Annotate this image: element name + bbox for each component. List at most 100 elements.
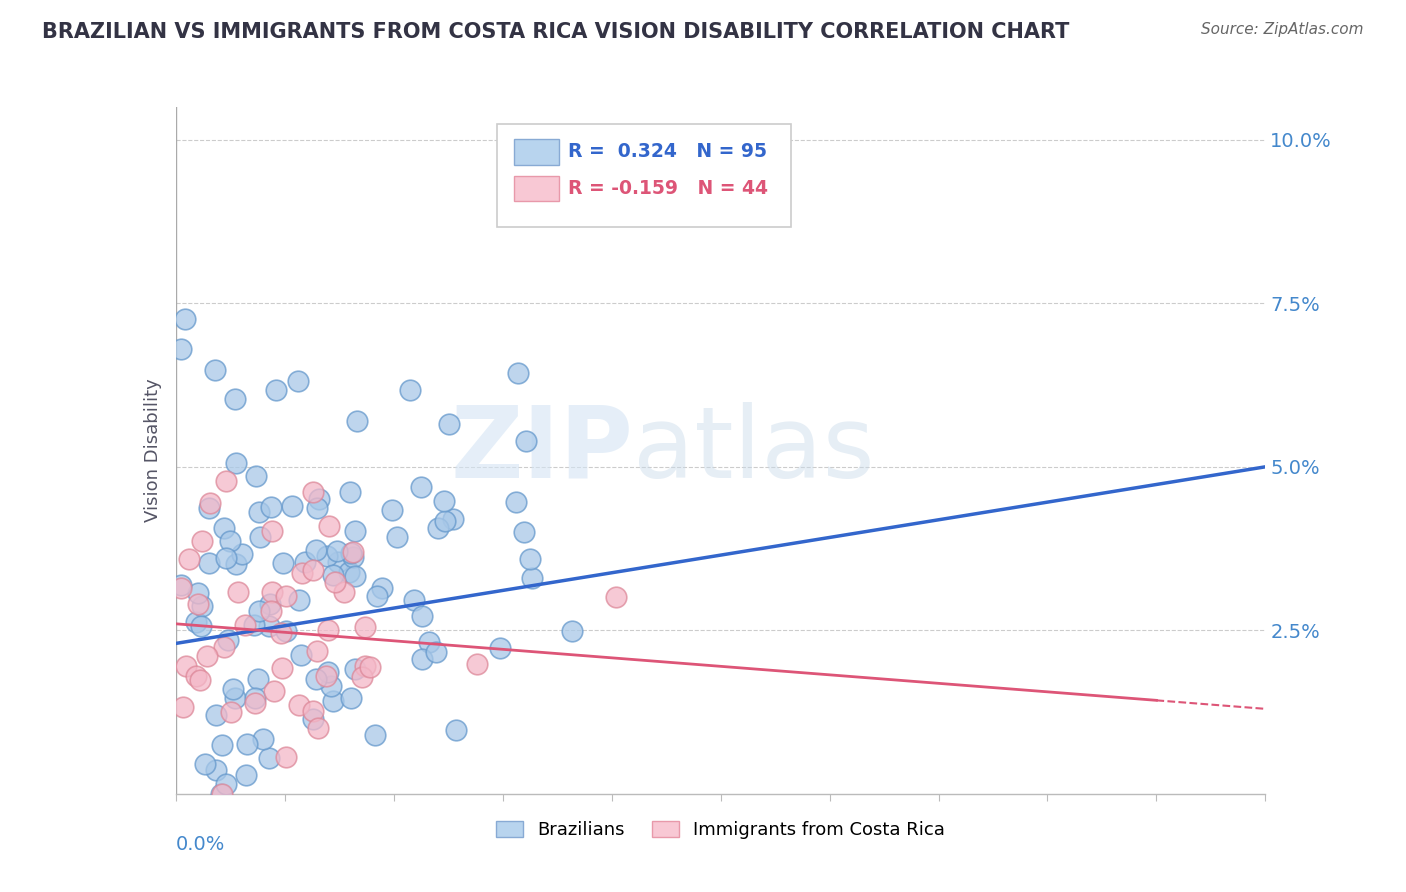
Point bbox=[198, 496, 221, 510]
Point bbox=[274, 624, 297, 639]
Point bbox=[176, 658, 198, 673]
Point bbox=[316, 665, 339, 679]
Point bbox=[252, 731, 274, 746]
Point bbox=[231, 548, 253, 562]
Point bbox=[177, 552, 200, 566]
Point bbox=[344, 662, 367, 676]
Point bbox=[270, 625, 292, 640]
Text: 0.0%: 0.0% bbox=[176, 835, 225, 855]
Point bbox=[522, 571, 544, 585]
Point bbox=[325, 574, 347, 589]
Point bbox=[326, 556, 349, 570]
Point bbox=[366, 590, 388, 604]
Point bbox=[246, 672, 269, 686]
Point bbox=[339, 484, 361, 499]
Point bbox=[489, 640, 512, 655]
Point bbox=[190, 619, 212, 633]
Point bbox=[290, 566, 312, 580]
FancyBboxPatch shape bbox=[513, 139, 560, 165]
Point bbox=[427, 521, 450, 535]
Point bbox=[245, 469, 267, 483]
Point bbox=[187, 597, 209, 611]
Point bbox=[305, 542, 328, 557]
Point bbox=[211, 738, 233, 752]
Point bbox=[354, 620, 377, 634]
Point bbox=[205, 708, 228, 723]
Point bbox=[184, 615, 207, 630]
Point bbox=[513, 525, 536, 540]
Point bbox=[245, 690, 267, 705]
Point bbox=[224, 691, 246, 706]
Point bbox=[326, 544, 349, 558]
Point bbox=[260, 584, 283, 599]
Point bbox=[187, 586, 209, 600]
Point bbox=[221, 705, 243, 719]
Point bbox=[304, 672, 326, 686]
Point bbox=[243, 696, 266, 710]
Point bbox=[288, 593, 311, 607]
Point bbox=[288, 698, 311, 712]
Point bbox=[170, 577, 193, 591]
Point bbox=[315, 549, 337, 564]
Text: R = -0.159   N = 44: R = -0.159 N = 44 bbox=[568, 178, 768, 198]
Point bbox=[170, 581, 193, 595]
Point bbox=[172, 700, 194, 714]
Text: Source: ZipAtlas.com: Source: ZipAtlas.com bbox=[1201, 22, 1364, 37]
Point bbox=[346, 413, 368, 427]
Point bbox=[271, 661, 294, 675]
Point bbox=[359, 660, 381, 674]
Point bbox=[418, 635, 440, 649]
Point bbox=[243, 618, 266, 632]
FancyBboxPatch shape bbox=[513, 176, 560, 201]
Point bbox=[257, 750, 280, 764]
Point bbox=[506, 366, 529, 380]
Point bbox=[344, 524, 367, 539]
Point bbox=[515, 434, 537, 448]
Point bbox=[425, 645, 447, 659]
Point bbox=[271, 557, 294, 571]
Point bbox=[233, 618, 256, 632]
Point bbox=[385, 530, 408, 544]
Point bbox=[505, 494, 527, 508]
Point bbox=[212, 640, 235, 655]
Point bbox=[190, 534, 212, 549]
Point bbox=[605, 591, 627, 605]
Text: R =  0.324   N = 95: R = 0.324 N = 95 bbox=[568, 142, 768, 161]
Point bbox=[249, 530, 271, 544]
Point bbox=[302, 704, 325, 718]
Point bbox=[198, 501, 221, 516]
Point bbox=[260, 500, 283, 515]
Point bbox=[446, 723, 468, 737]
Point bbox=[411, 608, 433, 623]
Point bbox=[294, 555, 316, 569]
Point bbox=[169, 342, 191, 356]
Point bbox=[561, 624, 583, 638]
FancyBboxPatch shape bbox=[498, 124, 792, 227]
Point bbox=[370, 582, 392, 596]
Point bbox=[215, 777, 238, 791]
Point bbox=[274, 749, 297, 764]
Point bbox=[409, 480, 432, 494]
Point bbox=[342, 550, 364, 565]
Point bbox=[224, 392, 246, 406]
Point bbox=[193, 757, 215, 772]
Point bbox=[198, 556, 221, 570]
Point bbox=[315, 669, 337, 683]
Legend: Brazilians, Immigrants from Costa Rica: Brazilians, Immigrants from Costa Rica bbox=[489, 814, 952, 847]
Point bbox=[465, 657, 488, 672]
Point bbox=[305, 500, 328, 515]
Point bbox=[322, 568, 344, 582]
Point bbox=[225, 456, 247, 470]
Point bbox=[186, 668, 208, 682]
Point bbox=[276, 589, 298, 603]
Point bbox=[235, 768, 257, 782]
Point bbox=[399, 384, 422, 398]
Point bbox=[209, 787, 232, 801]
Point bbox=[302, 563, 325, 577]
Point bbox=[225, 557, 247, 571]
Point bbox=[249, 604, 271, 618]
Point bbox=[322, 694, 344, 708]
Point bbox=[197, 648, 219, 663]
Point bbox=[212, 521, 235, 535]
Point bbox=[226, 585, 249, 599]
